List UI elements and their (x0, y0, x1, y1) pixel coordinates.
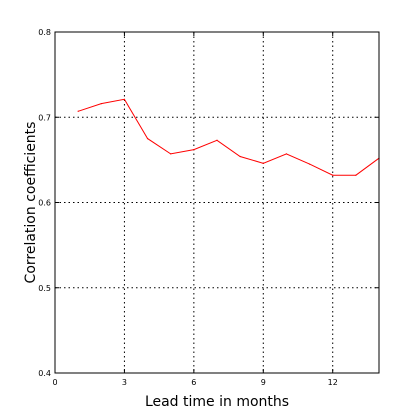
grid-lines (55, 32, 379, 373)
data-point (123, 98, 126, 100)
data-point (216, 139, 218, 141)
y-tick-label: 0.7 (38, 113, 51, 122)
data-point (239, 155, 241, 158)
y-axis-title: Correlation coefficients (23, 122, 39, 284)
data-point (308, 163, 311, 165)
axis-ticks: 0 3 6 9 12 0.4 0.5 0.6 0.7 0.8 (38, 28, 379, 387)
y-tick-label: 0.8 (38, 28, 51, 37)
y-tick-label: 0.4 (38, 369, 51, 378)
x-tick-label: 0 (52, 378, 57, 387)
data-point (193, 149, 195, 151)
data-point (146, 137, 149, 140)
data-point (332, 174, 334, 176)
data-point (77, 110, 79, 112)
data-point (170, 153, 172, 155)
data-point (285, 153, 288, 155)
y-tick-label: 0.6 (38, 199, 51, 208)
x-tick-label: 3 (122, 378, 127, 387)
x-tick-label: 6 (191, 378, 196, 387)
x-axis-title: Lead time in months (145, 394, 289, 410)
series-lines (77, 98, 380, 176)
x-tick-label: 9 (261, 378, 266, 387)
data-point (262, 162, 264, 164)
y-tick-label: 0.5 (38, 284, 51, 293)
data-point (355, 174, 357, 176)
data-point (100, 103, 102, 105)
series-line (77, 98, 380, 176)
x-tick-label: 12 (328, 378, 338, 387)
